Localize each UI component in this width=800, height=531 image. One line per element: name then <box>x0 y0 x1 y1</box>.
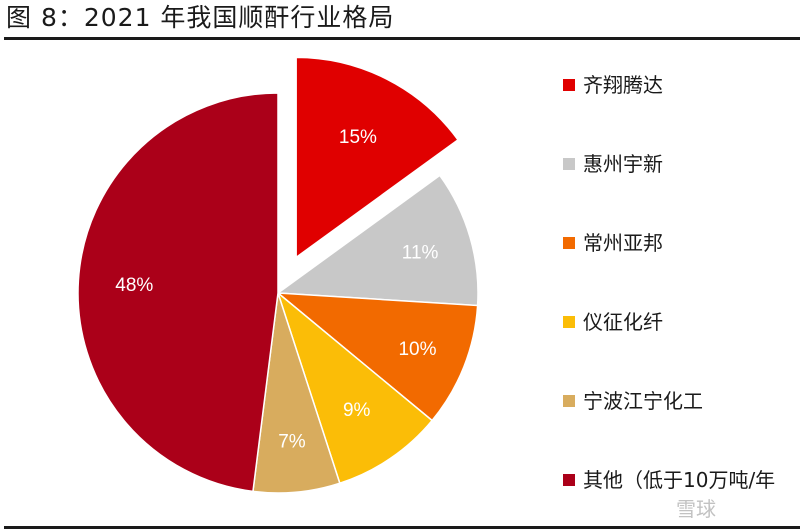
bottom-rule <box>4 526 800 529</box>
pie-slice <box>295 56 460 259</box>
pie-slices <box>77 56 479 494</box>
legend-label: 常州亚邦 <box>583 231 663 255</box>
legend-swatch-icon <box>563 474 575 486</box>
legend-label: 惠州宇新 <box>583 152 663 176</box>
legend-item-ningbo: 宁波江宁化工 <box>563 387 703 415</box>
legend-label: 齐翔腾达 <box>583 73 663 97</box>
slice-label: 7% <box>278 431 306 452</box>
legend-swatch-icon <box>563 316 575 328</box>
legend-swatch-icon <box>563 79 575 91</box>
legend-label: 宁波江宁化工 <box>583 389 703 413</box>
pie-slice <box>275 292 479 422</box>
pie-slice <box>77 92 279 493</box>
pie-slice <box>275 174 479 307</box>
pie-chart: 15% 11% 10% 9% 7% 48% <box>77 56 479 494</box>
legend-item-yizheng: 仪征化纤 <box>563 308 663 336</box>
pie-slice <box>276 290 434 485</box>
watermark: 雪球 <box>676 497 716 521</box>
slice-label: 11% <box>402 243 439 264</box>
slice-label: 48% <box>115 275 153 296</box>
slice-label: 15% <box>339 127 377 148</box>
legend-swatch-icon <box>563 395 575 407</box>
legend-swatch-icon <box>563 237 575 249</box>
legend-swatch-icon <box>563 158 575 170</box>
legend-label: 仪征化纤 <box>583 310 663 334</box>
legend-item-huizhou: 惠州宇新 <box>563 150 663 178</box>
top-rule <box>4 37 800 40</box>
figure-title: 图 8：2021 年我国顺酐行业格局 <box>6 3 395 32</box>
legend-item-others: 其他（低于10万吨/年 <box>563 466 775 494</box>
slice-label: 10% <box>398 339 436 360</box>
pie-slice-labels: 15% 11% 10% 9% 7% 48% <box>115 127 438 452</box>
legend-item-changzhou: 常州亚邦 <box>563 229 663 257</box>
legend-label: 其他（低于10万吨/年 <box>583 468 776 492</box>
slice-label: 9% <box>343 400 371 421</box>
legend-item-qixiang: 齐翔腾达 <box>563 71 663 99</box>
